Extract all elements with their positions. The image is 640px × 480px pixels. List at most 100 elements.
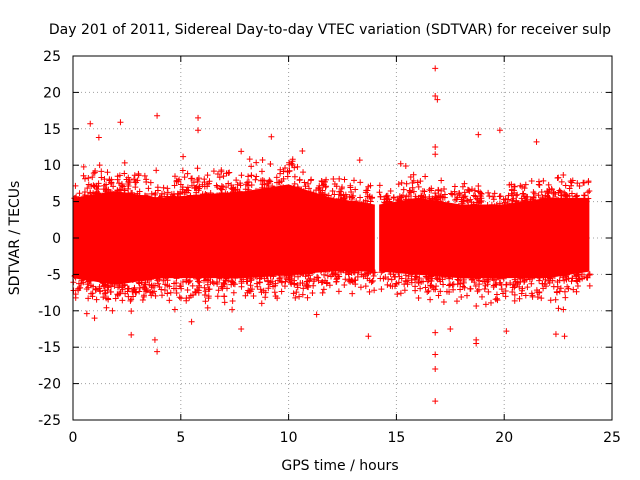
data-point [271, 289, 278, 296]
data-point [88, 193, 95, 200]
data-point [405, 193, 412, 200]
data-point [409, 184, 416, 191]
data-point [90, 190, 97, 197]
data-point [126, 177, 133, 184]
data-point [248, 182, 255, 189]
data-point [406, 187, 413, 194]
data-point [337, 269, 344, 276]
data-point [92, 168, 99, 175]
data-point [106, 177, 113, 184]
data-point [160, 184, 167, 191]
data-point [72, 294, 79, 301]
data-point [568, 190, 575, 197]
data-point [455, 202, 462, 209]
data-point [156, 194, 163, 201]
data-point [445, 272, 452, 279]
data-point [98, 174, 105, 181]
data-point [145, 275, 152, 282]
data-point [508, 187, 515, 194]
data-point [363, 187, 370, 194]
data-point [322, 184, 329, 191]
data-point [274, 295, 281, 302]
data-point [97, 288, 104, 295]
data-point [134, 193, 141, 200]
data-point [337, 188, 344, 195]
data-point [445, 200, 452, 207]
data-point [338, 196, 345, 203]
data-point [432, 193, 439, 200]
data-point [451, 188, 458, 195]
data-point [437, 198, 444, 205]
data-point [461, 180, 468, 187]
data-point [262, 289, 269, 296]
data-point [377, 193, 384, 200]
data-point [233, 177, 240, 184]
data-point [534, 294, 541, 301]
data-point [184, 287, 191, 294]
data-point [320, 286, 327, 293]
data-point [448, 190, 455, 197]
data-point [196, 279, 203, 286]
data-point [231, 281, 238, 288]
data-point [81, 188, 88, 195]
data-point [504, 200, 511, 207]
data-point [294, 163, 301, 170]
data-point [364, 200, 371, 207]
data-point [561, 288, 568, 295]
data-point [432, 190, 439, 197]
data-point [568, 182, 575, 189]
data-point [297, 280, 304, 287]
data-point [432, 93, 439, 100]
data-point [516, 283, 523, 290]
data-point [83, 276, 90, 283]
data-point [221, 299, 228, 306]
data-point [108, 180, 115, 187]
data-point [585, 195, 592, 202]
data-point [378, 286, 385, 293]
data-point [511, 183, 518, 190]
data-point [108, 283, 115, 290]
data-point [318, 177, 325, 184]
data-point [432, 151, 439, 158]
data-point [156, 273, 163, 280]
data-point [144, 276, 151, 283]
data-point [238, 326, 245, 332]
data-point [253, 159, 260, 166]
data-point [493, 291, 500, 298]
data-point [80, 163, 87, 170]
data-point [355, 267, 362, 274]
data-point [93, 296, 100, 303]
data-point [482, 282, 489, 289]
data-point [145, 185, 152, 192]
data-point [403, 180, 410, 187]
data-point [105, 296, 112, 303]
data-point [570, 286, 577, 293]
data-point [574, 282, 581, 289]
data-point [371, 287, 378, 294]
data-point [470, 192, 477, 199]
data-point [422, 284, 429, 291]
data-point [277, 170, 284, 177]
data-points [70, 65, 593, 405]
data-point [154, 348, 161, 355]
data-point [155, 280, 162, 287]
data-point [171, 173, 178, 180]
data-point [459, 183, 466, 190]
data-point [507, 280, 514, 287]
data-point [562, 182, 569, 189]
data-point [492, 296, 499, 303]
data-point [84, 281, 91, 288]
data-point [432, 351, 439, 358]
data-point [369, 267, 376, 274]
data-point [85, 295, 92, 302]
data-point [490, 196, 497, 203]
data-point [132, 288, 139, 295]
data-point [561, 189, 568, 196]
data-point [438, 192, 445, 199]
data-point [521, 277, 528, 284]
data-point [205, 180, 212, 187]
data-point [539, 195, 546, 202]
data-point [512, 272, 519, 279]
data-point [474, 288, 481, 295]
